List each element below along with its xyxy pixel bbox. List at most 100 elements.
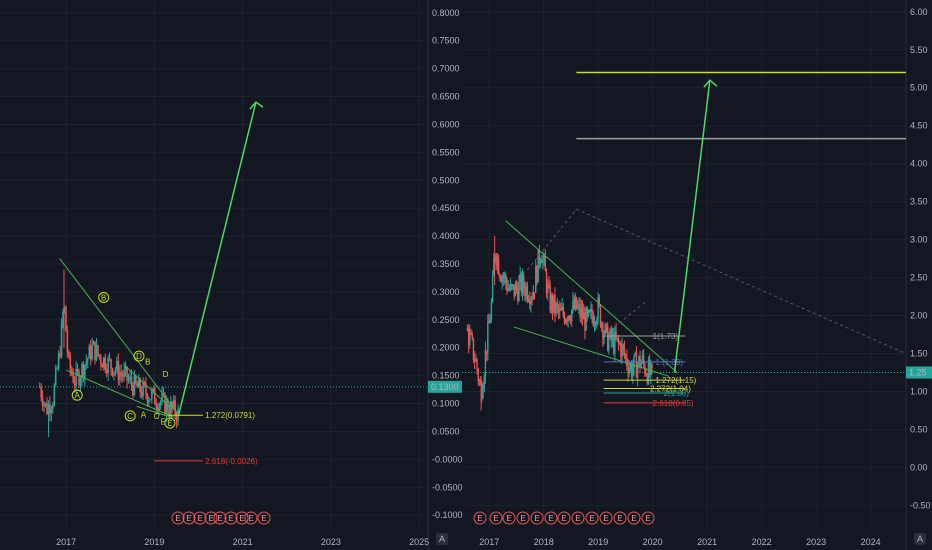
candle [549, 286, 551, 311]
candle [568, 316, 571, 320]
candle [578, 303, 580, 307]
x-tick-label: 2024 [861, 537, 881, 547]
wave-marker [71, 389, 83, 401]
candle [168, 411, 171, 415]
lower-trendline [513, 326, 670, 377]
candle [497, 257, 500, 275]
last-price-label: 1.25 [909, 368, 927, 378]
inner-trendline [123, 364, 173, 410]
candle [487, 321, 489, 354]
auto-scale-button[interactable] [436, 533, 448, 545]
earnings-marker-label: E [261, 514, 266, 523]
candle [567, 316, 569, 322]
wave-marker [164, 417, 176, 429]
candle [615, 331, 617, 340]
y-tick-label: 5.50 [910, 45, 928, 55]
wave-label: A [75, 391, 81, 400]
y-tick-label: 2.00 [910, 311, 928, 321]
candle [101, 364, 104, 368]
candle [650, 363, 652, 376]
candle [120, 372, 123, 375]
y-tick-label: 3.50 [910, 197, 928, 207]
candle [84, 364, 86, 378]
candle [621, 344, 623, 358]
earnings-marker [244, 511, 258, 525]
earnings-marker [502, 511, 516, 525]
candle [505, 274, 507, 283]
candle [541, 259, 543, 264]
earnings-marker-label: E [575, 514, 580, 523]
candle [56, 368, 58, 370]
candle [572, 300, 574, 310]
x-tick-label: 2019 [144, 537, 164, 547]
earnings-marker-label: E [493, 514, 498, 523]
candle [478, 380, 481, 382]
candle [538, 249, 541, 264]
candle [617, 337, 620, 343]
candle [92, 341, 95, 346]
y-tick-label: 0.5000 [432, 175, 460, 185]
x-tick-label: 2019 [588, 537, 608, 547]
candle [123, 369, 125, 377]
candle [159, 402, 162, 405]
fib-level-label: 2(1.00) [664, 389, 690, 398]
y-tick-label: 0.2000 [432, 343, 460, 353]
candle [592, 317, 594, 326]
candle [496, 257, 499, 266]
candle [529, 300, 531, 304]
y-tick-label: 6.00 [910, 7, 928, 17]
candle [626, 356, 628, 366]
candle [471, 334, 473, 339]
earnings-marker-label: E [534, 514, 539, 523]
candle [525, 285, 527, 297]
candle [575, 297, 578, 309]
earnings-marker [489, 511, 503, 525]
candle [149, 399, 152, 401]
wave-label: E [161, 417, 166, 426]
candle [152, 388, 155, 391]
earnings-marker-label: E [645, 514, 650, 523]
wave-label: D [163, 370, 169, 379]
x-tick-label: 2022 [752, 537, 772, 547]
candle [573, 300, 575, 309]
candle [519, 274, 521, 282]
candle [65, 306, 67, 332]
candle [555, 303, 557, 314]
candle [627, 365, 629, 374]
candle [68, 352, 70, 356]
candle [161, 394, 163, 403]
candle [73, 382, 76, 386]
candle [583, 312, 585, 320]
last-price-tag [428, 380, 462, 393]
y-tick-label: 0.7500 [432, 36, 460, 46]
earnings-marker-label: E [603, 514, 608, 523]
candle [151, 390, 153, 400]
earnings-marker [557, 511, 571, 525]
auto-scale-button[interactable] [914, 533, 926, 545]
candle [164, 393, 166, 414]
candle [531, 298, 533, 300]
candle [78, 371, 80, 386]
candle [49, 404, 51, 414]
candle [46, 402, 48, 414]
candle [508, 287, 511, 290]
candle [473, 359, 476, 362]
candle [82, 364, 85, 378]
wave-marker [98, 291, 110, 303]
candle [581, 308, 584, 320]
last-price-label: 0.1300 [431, 382, 459, 392]
y-tick-label: 0.3500 [432, 259, 460, 269]
y-tick-label: -0.50 [910, 500, 931, 510]
wave-label: B [101, 293, 106, 302]
candle [530, 298, 532, 304]
y-tick-label: 0.7000 [432, 64, 460, 74]
x-tick-label: 2017 [56, 537, 76, 547]
candle [502, 276, 505, 278]
candle [57, 353, 60, 369]
candle [130, 376, 133, 385]
candle [579, 303, 581, 317]
candle [628, 367, 630, 374]
candle [548, 284, 550, 287]
